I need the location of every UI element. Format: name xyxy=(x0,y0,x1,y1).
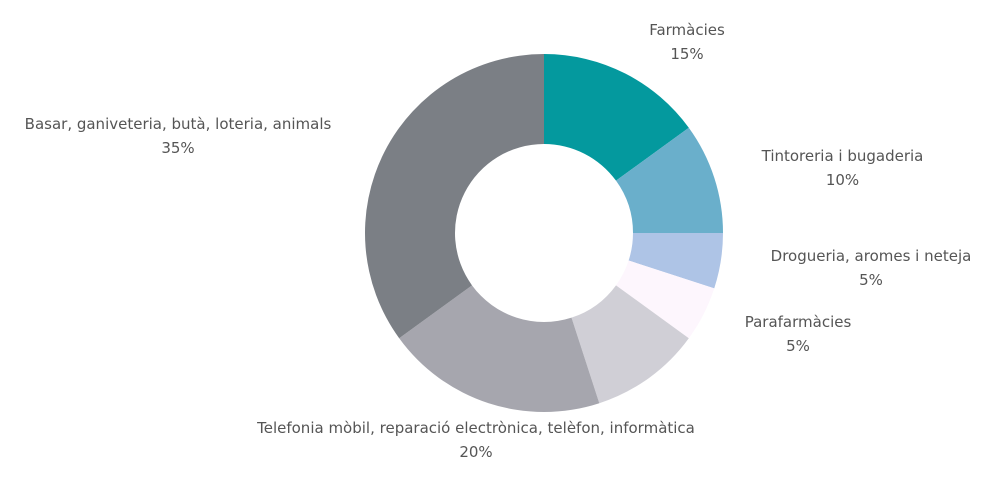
label-farmacies-value: 15% xyxy=(670,45,704,63)
donut-slice-4 xyxy=(571,285,689,404)
label-drogueria-value: 5% xyxy=(859,271,883,289)
label-parafarmacies: Parafarmàcies 5% xyxy=(718,310,878,358)
label-telefonia-name: Telefonia mòbil, reparació electrònica, … xyxy=(257,419,695,437)
label-tintoreria: Tintoreria i bugaderia 10% xyxy=(735,144,950,192)
label-basar: Basar, ganiveteria, butà, loteria, anima… xyxy=(0,112,356,160)
label-telefonia: Telefonia mòbil, reparació electrònica, … xyxy=(196,416,756,464)
donut-slice-5 xyxy=(399,285,600,412)
label-drogueria: Drogueria, aromes i neteja 5% xyxy=(746,244,996,292)
label-telefonia-value: 20% xyxy=(459,443,493,461)
donut-slice-1 xyxy=(616,127,723,233)
label-tintoreria-name: Tintoreria i bugaderia xyxy=(761,147,924,165)
donut-slice-0 xyxy=(544,54,689,181)
donut-slice-6 xyxy=(364,54,544,339)
label-tintoreria-value: 10% xyxy=(825,171,860,189)
donut-slice-3 xyxy=(616,260,715,339)
label-farmacies-name: Farmàcies xyxy=(649,21,725,39)
label-drogueria-name: Drogueria, aromes i neteja xyxy=(770,247,972,265)
donut-slice-2 xyxy=(628,233,723,289)
label-basar-name: Basar, ganiveteria, butà, loteria, anima… xyxy=(24,115,332,133)
label-parafarmacies-value: 5% xyxy=(786,337,810,355)
label-farmacies: Farmàcies 15% xyxy=(627,18,747,66)
label-parafarmacies-name: Parafarmàcies xyxy=(744,313,852,331)
label-basar-value: 35% xyxy=(161,139,195,157)
